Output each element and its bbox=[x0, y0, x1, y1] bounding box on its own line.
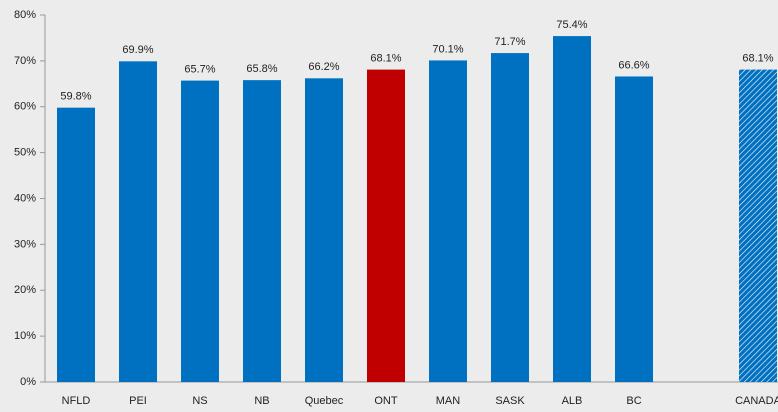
y-tick-label: 80% bbox=[14, 9, 36, 21]
y-tick-label: 70% bbox=[14, 55, 36, 67]
value-label: 75.4% bbox=[556, 19, 587, 31]
x-tick-label: NB bbox=[254, 395, 269, 407]
bar bbox=[243, 80, 281, 382]
x-tick-label: Quebec bbox=[305, 395, 344, 407]
x-tick-label: CANADA bbox=[735, 395, 778, 407]
value-label: 69.9% bbox=[122, 44, 153, 56]
y-tick-label: 40% bbox=[14, 192, 36, 204]
y-tick-label: 60% bbox=[14, 101, 36, 113]
bar bbox=[181, 80, 219, 382]
value-label: 71.7% bbox=[494, 36, 525, 48]
x-tick-label: MAN bbox=[436, 395, 461, 407]
y-tick-label: 50% bbox=[14, 147, 36, 159]
bar bbox=[119, 61, 157, 383]
x-tick-label: ALB bbox=[562, 395, 583, 407]
x-tick-label: SASK bbox=[495, 395, 525, 407]
bar bbox=[615, 76, 653, 382]
bar bbox=[491, 53, 529, 383]
bar bbox=[367, 69, 405, 382]
y-tick-label: 10% bbox=[14, 330, 36, 342]
value-label: 65.8% bbox=[246, 63, 277, 75]
x-tick-label: ONT bbox=[374, 395, 398, 407]
x-tick-label: NS bbox=[192, 395, 207, 407]
value-label: 68.1% bbox=[742, 52, 773, 64]
bar bbox=[429, 60, 467, 382]
x-tick-label: NFLD bbox=[62, 395, 91, 407]
y-tick-label: 30% bbox=[14, 238, 36, 250]
x-tick-label: BC bbox=[626, 395, 641, 407]
y-tick-label: 0% bbox=[20, 376, 36, 388]
value-label: 59.8% bbox=[60, 91, 91, 103]
value-label: 65.7% bbox=[184, 64, 215, 76]
value-label: 66.6% bbox=[618, 59, 649, 71]
value-label: 66.2% bbox=[308, 61, 339, 73]
bar bbox=[305, 78, 343, 383]
value-label: 70.1% bbox=[432, 43, 463, 55]
y-tick-label: 20% bbox=[14, 284, 36, 296]
value-label: 68.1% bbox=[370, 52, 401, 64]
bar bbox=[57, 107, 95, 382]
bar bbox=[739, 69, 777, 382]
x-tick-label: PEI bbox=[129, 395, 147, 407]
bar bbox=[553, 36, 591, 382]
